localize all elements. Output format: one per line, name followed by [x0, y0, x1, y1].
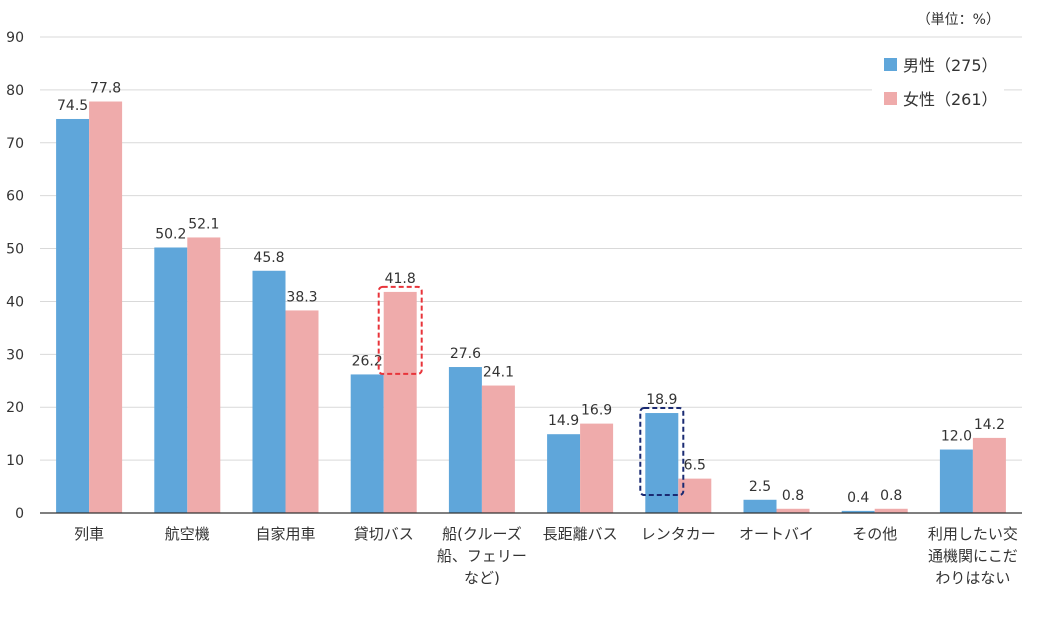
value-label: 74.5: [57, 98, 88, 114]
bar: [252, 270, 286, 513]
x-tick-label: 貸切バス: [354, 525, 414, 543]
value-label: 16.9: [581, 403, 612, 419]
highlight-boxes: [377, 285, 685, 497]
bar: [972, 437, 1006, 513]
x-tick-label: オートバイ: [739, 525, 814, 543]
value-label: 14.2: [974, 417, 1005, 433]
x-tick-label: 利用したい交: [928, 525, 1018, 543]
bar: [939, 449, 973, 513]
x-tick-label: 長距離バス: [543, 525, 618, 543]
value-label: 26.2: [352, 353, 383, 369]
y-axis: 0 10 20 30 40 50 60 70 80 90: [6, 30, 24, 522]
legend-label: 男性（275）: [903, 56, 998, 75]
x-tick-label: 船(クルーズ: [442, 525, 522, 543]
bar: [743, 499, 777, 513]
x-tick-label: わりはない: [935, 569, 1010, 587]
bar: [580, 423, 614, 513]
x-tick-label: など): [464, 569, 500, 587]
value-label: 41.8: [385, 271, 416, 287]
y-tick-label: 90: [6, 30, 24, 46]
bar: [874, 508, 908, 513]
x-tick-label: 船、フェリー: [437, 547, 527, 565]
y-tick-label: 70: [6, 136, 24, 152]
bar: [350, 374, 384, 513]
bar: [285, 310, 319, 513]
value-label: 18.9: [646, 392, 677, 408]
legend: 男性（275） 女性（261）: [872, 47, 1004, 109]
value-label: 27.6: [450, 346, 481, 362]
x-tick-label: 列車: [74, 525, 104, 543]
value-label: 24.1: [483, 365, 514, 381]
bar: [841, 510, 875, 513]
bar: [645, 413, 679, 513]
legend-swatch: [884, 92, 897, 105]
legend-label: 女性（261）: [903, 90, 998, 109]
value-label: 0.4: [847, 490, 869, 506]
y-tick-label: 20: [6, 400, 24, 416]
x-tick-label: 航空機: [165, 525, 210, 543]
x-tick-label: その他: [852, 525, 897, 543]
highlight-box: [377, 285, 423, 375]
bar: [383, 291, 417, 513]
value-label: 14.9: [548, 413, 579, 429]
value-label: 77.8: [90, 81, 121, 97]
y-tick-label: 60: [6, 189, 24, 205]
x-tick-label: 通機関にこだ: [928, 547, 1018, 565]
value-labels: 74.577.8 50.252.1 45.8 38.3 26.2 41.8 27.624.1…: [57, 81, 1005, 506]
bar: [776, 508, 810, 513]
y-tick-label: 80: [6, 83, 24, 99]
y-tick-label: 30: [6, 347, 24, 363]
y-tick-label: 40: [6, 294, 24, 310]
y-tick-label: 50: [6, 242, 24, 258]
bar: [89, 101, 123, 513]
y-tick-label: 10: [6, 453, 24, 469]
value-label: 45.8: [253, 250, 284, 266]
legend-swatch: [884, 58, 897, 71]
value-label: 12.0: [941, 429, 972, 445]
value-label: 50.2: [155, 226, 186, 242]
bar: [448, 367, 482, 513]
bar: [481, 385, 515, 513]
unit-note: （単位：%）: [917, 12, 1000, 28]
bar: [547, 434, 581, 513]
value-label: 38.3: [286, 289, 317, 305]
value-label: 6.5: [684, 458, 706, 474]
highlight-box: [639, 407, 685, 497]
value-label: 0.8: [782, 488, 804, 504]
value-label: 2.5: [749, 479, 771, 495]
bars: [56, 101, 1006, 513]
bar: [187, 237, 221, 513]
value-label: 0.8: [880, 488, 902, 504]
bar: [56, 118, 90, 513]
x-tick-label: 自家用車: [255, 525, 315, 543]
x-tick-label: レンタカー: [641, 525, 716, 543]
y-tick-label: 0: [15, 506, 24, 522]
value-label: 52.1: [188, 216, 219, 232]
bar: [154, 247, 188, 513]
